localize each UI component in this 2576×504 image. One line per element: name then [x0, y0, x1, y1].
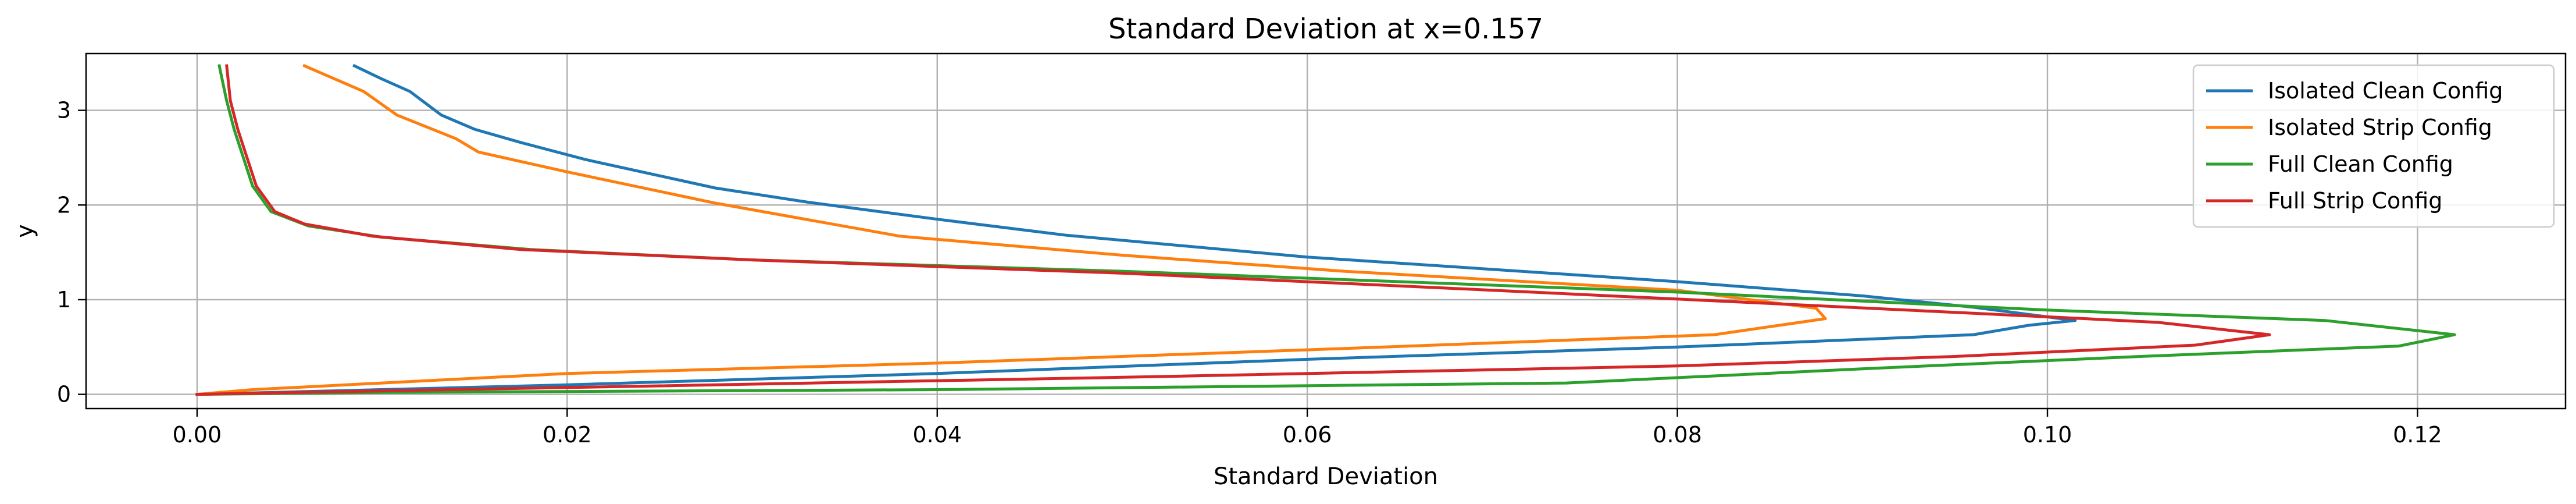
x-tick-label: 0.08	[1653, 422, 1702, 448]
series-line-2	[195, 63, 1827, 396]
legend-label-3: Full Clean Config	[2268, 151, 2453, 177]
series-line-4	[195, 64, 2271, 396]
chart-title: Standard Deviation at x=0.157	[1108, 13, 1543, 45]
y-tick-label: 0	[57, 382, 71, 407]
tick-layer: 0.00 0.02 0.04 0.06 0.08 0.10 0.12 0 1 2 3	[57, 98, 2442, 448]
x-tick-label: 0.00	[173, 422, 222, 448]
y-tick-label: 1	[57, 287, 71, 313]
legend-label-2: Isolated Strip Config	[2268, 115, 2492, 140]
series-line-1	[195, 63, 2077, 396]
legend: Isolated Clean Config Isolated Strip Conf…	[2192, 64, 2555, 228]
x-tick-label: 0.04	[912, 422, 962, 448]
grid-layer	[86, 54, 2566, 409]
x-tick-label: 0.12	[2393, 422, 2442, 448]
plot-frame	[85, 52, 2567, 410]
x-axis-label: Standard Deviation	[1214, 463, 1438, 490]
series-line-3	[195, 64, 2456, 396]
x-tick-label: 0.10	[2023, 422, 2072, 448]
legend-label-1: Isolated Clean Config	[2268, 78, 2503, 104]
legend-box	[2192, 64, 2555, 228]
x-tick-label: 0.06	[1283, 422, 1332, 448]
y-axis-label: y	[12, 224, 38, 238]
y-tick-label: 3	[57, 98, 71, 123]
y-tick-label: 2	[57, 192, 71, 218]
series-layer	[195, 63, 2456, 396]
x-tick-label: 0.02	[543, 422, 592, 448]
legend-label-4: Full Strip Config	[2268, 188, 2442, 214]
